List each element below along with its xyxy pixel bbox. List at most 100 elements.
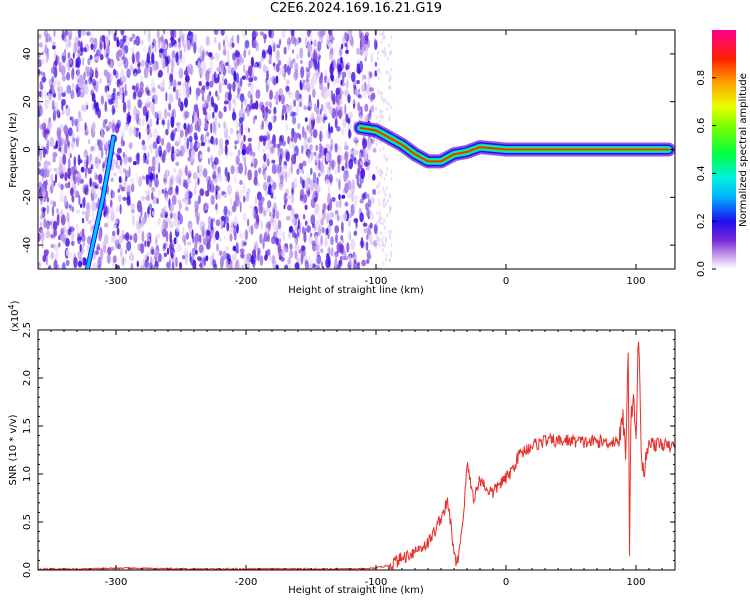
spectrogram-speckle [289,243,293,250]
spectrogram-speckle [236,34,240,44]
spectrogram-speckle [133,39,136,45]
spectrogram-speckle [296,232,300,237]
spectrogram-speckle [132,214,135,226]
spectrogram-speckle [375,245,378,250]
spectrogram-speckle [232,81,236,92]
spectrogram-speckle [348,256,352,266]
spectrogram-speckle [353,230,358,236]
spectrogram-speckle [106,254,111,264]
spectrogram-speckle [299,162,302,170]
spectrogram-speckle [325,179,330,185]
spectrogram-speckle [184,127,188,137]
spectrogram-speckle [44,129,50,135]
spectrogram-speckle [291,216,296,225]
spectrogram-speckle [118,176,122,183]
spectrogram-speckle [41,51,45,56]
spectrogram-speckle [147,89,151,97]
spectrogram-speckle [222,75,225,87]
spectrogram-speckle [51,205,55,217]
spectrogram-speckle [243,195,246,203]
spectrogram-speckle [140,242,145,254]
spectrogram-speckle [253,212,257,220]
spectrogram-speckle [357,88,361,93]
spectrogram-speckle [56,127,62,139]
spectrogram-speckle [269,101,272,109]
spectrogram-speckle [311,73,317,85]
spectrogram-speckle [58,235,61,240]
spectrogram-speckle [117,147,122,154]
spectrogram-speckle [287,43,290,51]
spectrogram-speckle [302,180,305,189]
spectrogram-speckle [88,138,91,145]
spectrogram-speckle [200,133,204,144]
spectrogram-speckle [285,215,291,221]
spectrogram-speckle [183,110,188,121]
spectrogram-speckle [294,62,299,73]
spectrogram-speckle [124,256,127,264]
spectrogram-speckle [82,57,85,66]
spectrogram-speckle [389,210,391,215]
spectrogram-speckle [107,246,112,256]
spectrogram-speckle [226,222,230,232]
spectrogram-speckle [151,258,156,263]
spectrogram-speckle [253,76,258,81]
spectrogram-speckle [353,194,358,206]
spectrogram-speckle [359,160,364,166]
spectrogram-speckle [367,159,371,166]
spectrogram-speckle [76,177,80,186]
spectrogram-speckle [325,227,329,235]
spectrogram-speckle [220,215,226,222]
spectrogram-speckle [232,52,236,61]
spectrogram-speckle [365,31,370,38]
spectrogram-speckle [52,156,56,163]
spectrogram-speckle [267,200,272,209]
spectrogram-speckle [262,238,265,250]
spectrogram-speckle [361,74,364,83]
spectrogram-speckle [336,94,340,106]
spectrogram-speckle [160,86,165,92]
snr-series-line [38,341,675,570]
spectrogram-speckle [177,81,182,86]
spectrogram-speckle [335,177,338,183]
spectrogram-speckle [246,218,250,227]
spectrogram-speckle [158,37,161,50]
spectrogram-speckle [112,230,116,237]
spectrogram-speckle [154,45,157,53]
spectrogram-speckle [45,169,50,178]
spectrogram-speckle [241,264,244,269]
spectrogram-speckle [181,55,185,66]
spectrogram-speckle [40,211,43,218]
y-tick-label: -40 [22,237,33,253]
spectrogram-speckle [334,143,338,153]
spectrogram-speckle [332,93,336,105]
snr-y-ticks: 0.0 0.5 1.0 1.5 2.0 2.5 [22,322,675,578]
spectrogram-speckle [62,234,67,244]
spectrogram-speckle [196,241,201,247]
spectrogram-speckle [70,166,74,176]
spectrogram-speckle [189,124,192,136]
spectrogram-speckle [76,209,81,214]
spectrogram-speckle [235,242,239,252]
spectrogram-speckle [175,161,180,166]
spectrogram-speckle [239,248,245,254]
spectrogram-speckle [147,109,150,120]
spectrogram-speckle [352,149,357,158]
spectrogram-speckle [162,228,167,238]
spectrogram-speckle [55,109,60,116]
spectrogram-speckle [243,134,246,142]
spectrogram-speckle [118,235,124,244]
x-tick-label: 0 [503,276,509,287]
spectrogram-speckle [290,192,295,204]
spectrogram-speckle [78,110,81,119]
spectrogram-speckle [166,55,171,65]
spectrogram-speckle [351,71,356,83]
spectrogram-speckle [166,217,172,224]
spectrogram-speckle [84,122,87,131]
spectrogram-speckle [235,72,240,84]
spectrogram-speckle [267,85,270,90]
spectrogram-speckle [379,109,381,114]
spectrogram-speckle [204,121,209,131]
spectrogram-speckle [75,223,79,230]
spectrogram-speckle [265,152,270,161]
spectrogram-speckle [224,129,228,139]
